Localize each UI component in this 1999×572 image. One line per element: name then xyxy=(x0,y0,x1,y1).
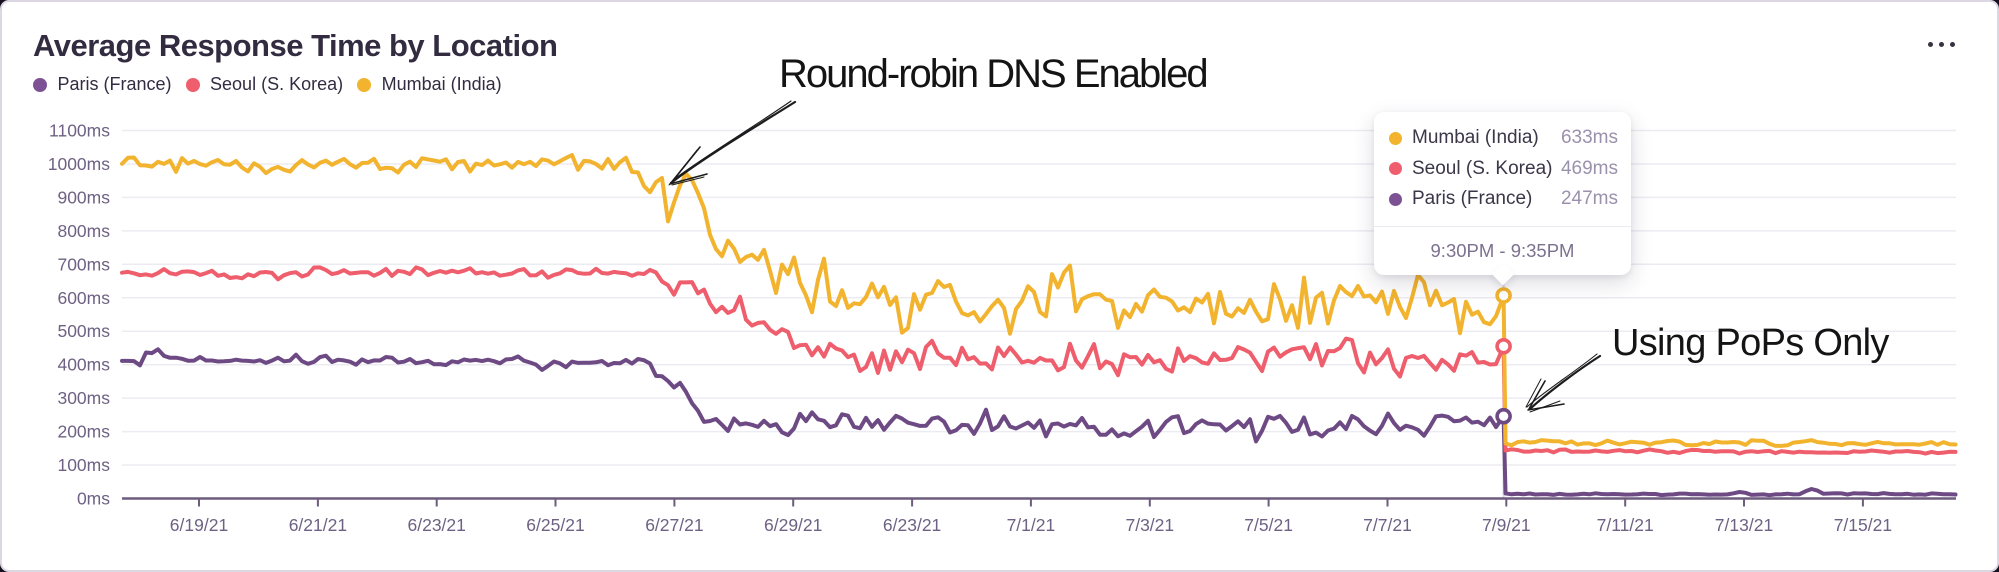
svg-text:7/5/21: 7/5/21 xyxy=(1244,515,1293,535)
svg-text:200ms: 200ms xyxy=(57,422,110,442)
svg-text:700ms: 700ms xyxy=(57,254,110,274)
svg-text:7/15/21: 7/15/21 xyxy=(1834,515,1892,535)
svg-text:6/29/21: 6/29/21 xyxy=(764,515,822,535)
svg-text:7/1/21: 7/1/21 xyxy=(1007,515,1056,535)
svg-text:7/13/21: 7/13/21 xyxy=(1715,515,1773,535)
svg-text:1100ms: 1100ms xyxy=(49,121,110,141)
svg-text:6/23/21: 6/23/21 xyxy=(408,515,466,535)
svg-text:900ms: 900ms xyxy=(57,187,110,207)
svg-text:400ms: 400ms xyxy=(57,355,110,375)
svg-text:7/11/21: 7/11/21 xyxy=(1597,515,1654,535)
svg-text:6/27/21: 6/27/21 xyxy=(645,515,703,535)
svg-text:7/9/21: 7/9/21 xyxy=(1482,515,1531,535)
svg-text:100ms: 100ms xyxy=(57,455,110,475)
svg-text:300ms: 300ms xyxy=(57,388,110,408)
svg-text:6/19/21: 6/19/21 xyxy=(170,515,228,535)
svg-text:7/7/21: 7/7/21 xyxy=(1363,515,1412,535)
svg-text:500ms: 500ms xyxy=(57,321,110,341)
svg-text:800ms: 800ms xyxy=(57,221,110,241)
svg-text:6/21/21: 6/21/21 xyxy=(289,515,347,535)
svg-text:0ms: 0ms xyxy=(77,489,110,509)
svg-text:7/3/21: 7/3/21 xyxy=(1125,515,1174,535)
svg-text:600ms: 600ms xyxy=(57,288,110,308)
svg-text:6/25/21: 6/25/21 xyxy=(526,515,584,535)
svg-text:1000ms: 1000ms xyxy=(48,154,111,174)
svg-text:6/23/21: 6/23/21 xyxy=(883,515,941,535)
